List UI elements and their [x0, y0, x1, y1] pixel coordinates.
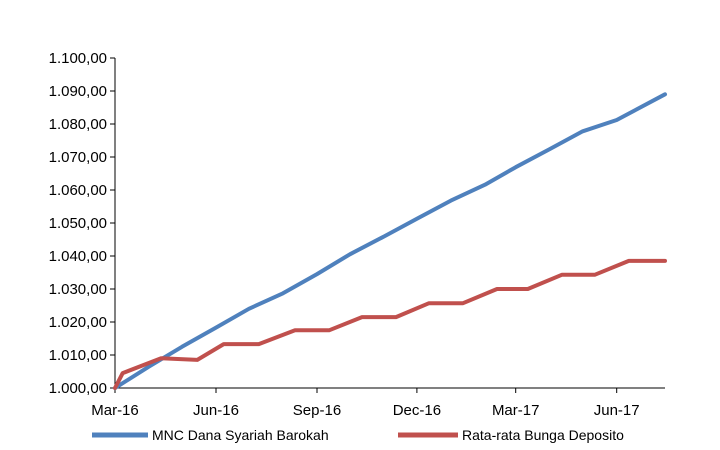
y-tick-label: 1.090,00: [49, 83, 107, 100]
y-axis-ticks: 1.000,00 1.010,00 1.020,00 1.030,00 1.040,00…: [49, 50, 115, 397]
series-line-1: [113, 258, 667, 390]
y-tick-label: 1.000,00: [49, 380, 107, 397]
legend-label-1: Rata-rata Bunga Deposito: [462, 427, 624, 443]
legend: MNC Dana Syariah Barokah Rata-rata Bunga …: [92, 427, 624, 443]
series-line-0: [113, 92, 667, 390]
x-tick-label: Jun-17: [594, 402, 640, 419]
x-tick-label: Sep-16: [293, 402, 341, 419]
y-tick-label: 1.100,00: [49, 50, 107, 67]
y-tick-label: 1.050,00: [49, 215, 107, 232]
y-tick-label: 1.020,00: [49, 314, 107, 331]
y-tick-label: 1.030,00: [49, 281, 107, 298]
y-tick-label: 1.070,00: [49, 149, 107, 166]
x-tick-label: Mar-17: [492, 402, 540, 419]
x-tick-label: Dec-16: [393, 402, 441, 419]
x-tick-label: Jun-16: [193, 402, 239, 419]
series-layer: [113, 92, 667, 390]
y-tick-label: 1.010,00: [49, 347, 107, 364]
legend-label-0: MNC Dana Syariah Barokah: [152, 427, 329, 443]
y-tick-label: 1.080,00: [49, 116, 107, 133]
x-tick-label: Mar-16: [91, 402, 139, 419]
y-tick-label: 1.060,00: [49, 182, 107, 199]
x-axis-ticks: Mar-16 Jun-16 Sep-16 Dec-16 Mar-17 Jun-17: [91, 388, 640, 419]
y-tick-label: 1.040,00: [49, 248, 107, 265]
